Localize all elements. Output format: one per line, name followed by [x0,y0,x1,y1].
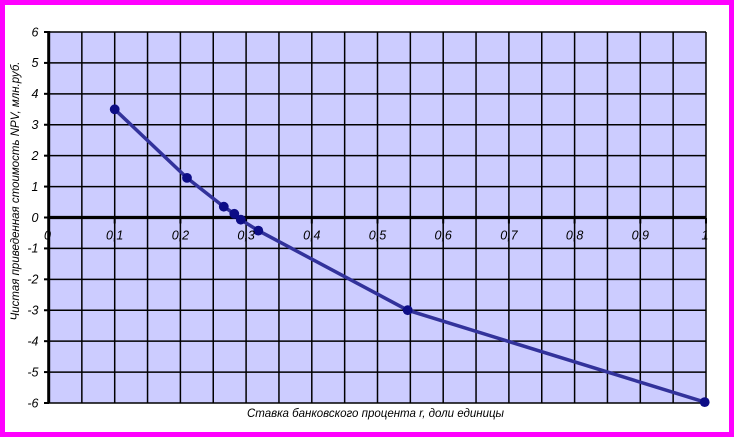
svg-text:-6: -6 [27,396,38,410]
svg-text:-2: -2 [27,273,38,287]
svg-text:-3: -3 [27,304,38,318]
svg-text:0,9: 0,9 [632,229,649,243]
svg-text:-5: -5 [27,365,38,379]
svg-text:0,4: 0,4 [303,229,320,243]
svg-text:0,6: 0,6 [435,229,452,243]
svg-text:0: 0 [44,229,51,243]
svg-text:-4: -4 [27,334,38,348]
svg-text:1: 1 [32,180,39,194]
svg-text:3: 3 [32,118,39,132]
svg-text:0,2: 0,2 [172,229,189,243]
svg-text:-1: -1 [27,242,38,256]
svg-text:0,5: 0,5 [369,229,386,243]
svg-text:6: 6 [32,25,39,39]
svg-text:0,8: 0,8 [566,229,583,243]
svg-text:0,7: 0,7 [500,229,518,243]
svg-text:2: 2 [31,149,39,163]
svg-text:4: 4 [32,87,39,101]
svg-text:0,3: 0,3 [237,229,254,243]
svg-text:Ставка банковского процента r,: Ставка банковского процента r, доли един… [247,408,505,420]
svg-text:1: 1 [702,229,709,243]
svg-text:5: 5 [32,56,39,70]
svg-text:0: 0 [32,211,39,225]
svg-text:0,1: 0,1 [106,229,123,243]
svg-text:Чистая приведенная стоимость N: Чистая приведенная стоимость NPV, млн.ру… [10,62,22,321]
